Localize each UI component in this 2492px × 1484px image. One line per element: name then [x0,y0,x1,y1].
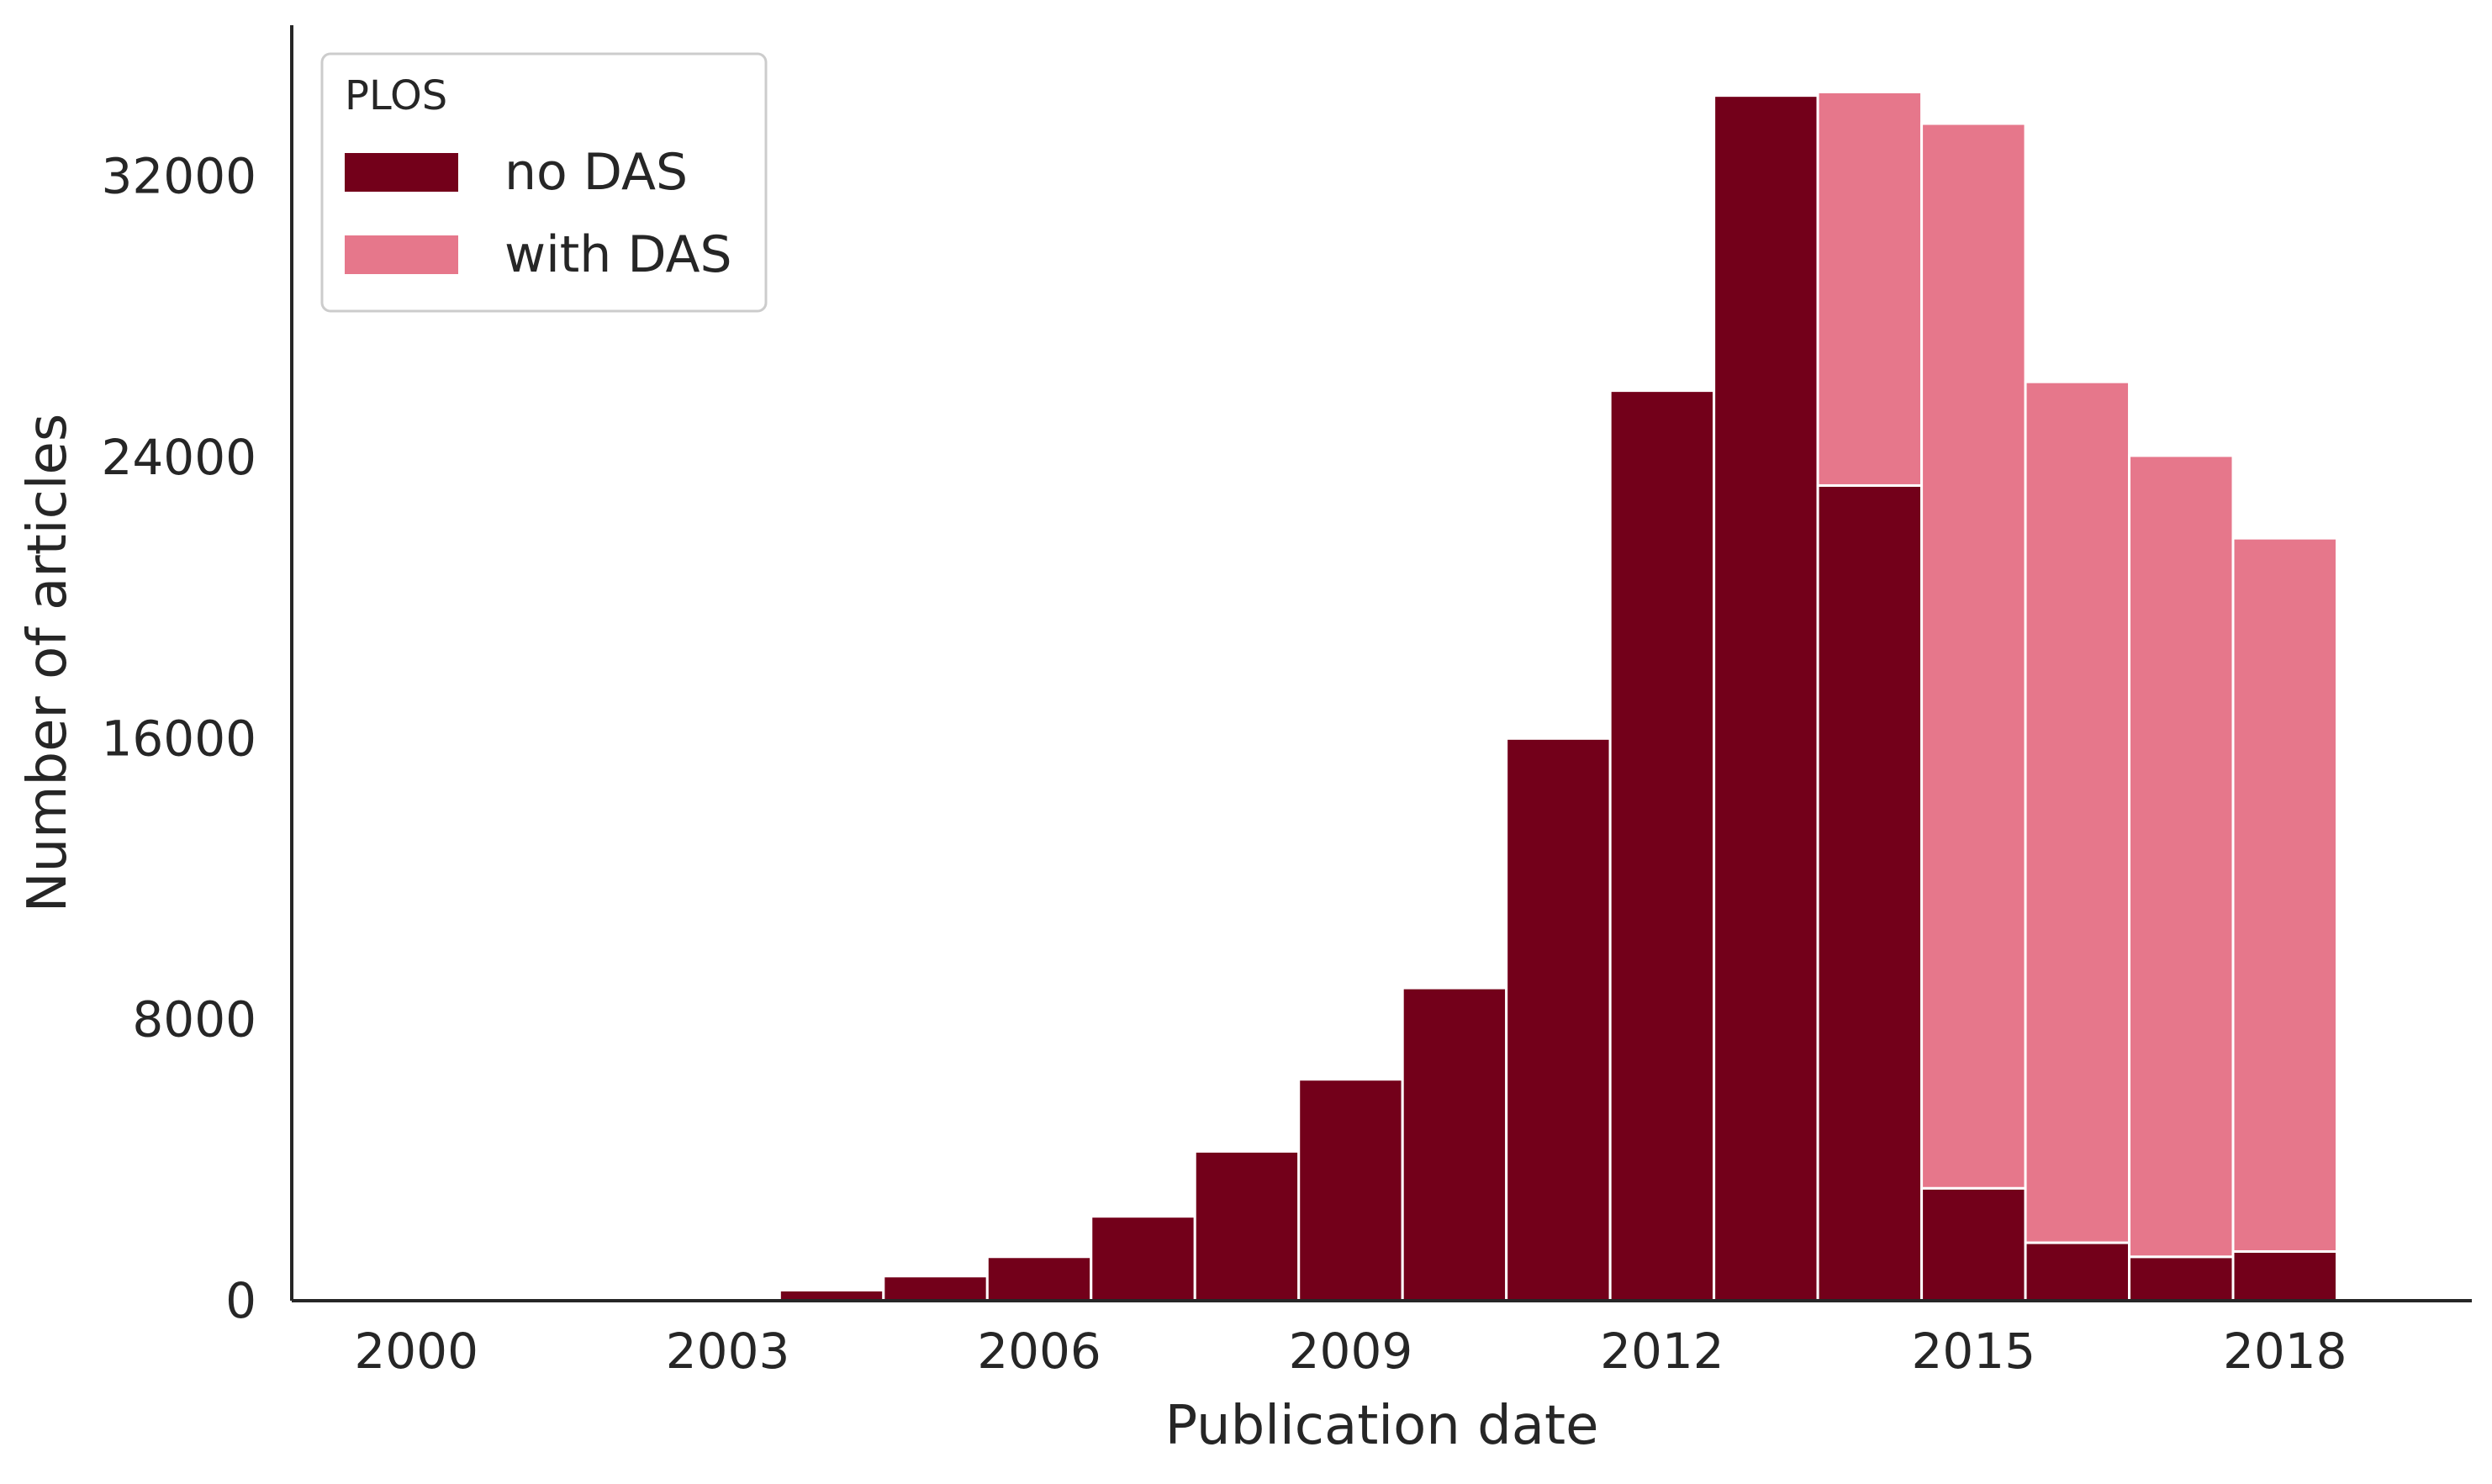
bar-with-das-2013 [1713,92,1819,98]
bar-no-das-2008 [1193,1149,1301,1302]
legend-swatch-with-das [345,235,458,274]
bar-no-das-2007 [1090,1215,1196,1302]
bar-with-das-2014 [1816,90,1924,487]
legend-label-no-das: no DAS [504,143,688,202]
legend-title: PLOS [345,72,447,119]
bar-no-das-2015 [1920,1186,2027,1302]
bar-no-das-2011 [1505,737,1612,1302]
legend-swatch-no-das [345,153,458,192]
bar-no-das-2009 [1297,1078,1404,1302]
bar-no-das-2016 [2024,1241,2131,1302]
bar-no-das-2005 [882,1275,989,1302]
x-tick-label: 2006 [977,1323,1101,1380]
bar-with-das-2016 [2024,380,2131,1244]
bar-no-das-2014 [1816,483,1924,1302]
y-tick-label: 24000 [101,429,256,486]
bar-with-das-2017 [2128,454,2235,1259]
y-tick-label: 16000 [101,710,256,767]
bar-no-das-2017 [2128,1255,2235,1302]
bar-no-das-2013 [1713,94,1819,1302]
bar-with-das-2018 [2231,536,2338,1253]
legend: PLOS no DAS with DAS [320,52,768,313]
bar-no-das-2010 [1401,986,1508,1302]
y-tick-label: 0 [225,1272,256,1329]
x-tick-label: 2015 [1912,1323,2036,1380]
y-tick-label: 8000 [132,991,256,1048]
legend-label-with-das: with DAS [504,225,732,284]
bar-no-das-2018 [2231,1249,2338,1302]
x-tick-label: 2018 [2223,1323,2347,1380]
x-tick-label: 2003 [666,1323,790,1380]
bar-no-das-2006 [985,1255,1093,1302]
bars-group [778,90,2338,1302]
x-tick-label: 2009 [1289,1323,1413,1380]
y-tick-label: 32000 [101,148,256,205]
x-axis-label: Publication date [1165,1395,1599,1457]
x-axis-ticks: 2000 2003 2006 2009 2012 2015 2018 [354,1323,2347,1380]
bar-no-das-2012 [1608,389,1716,1302]
y-axis-ticks: 0 8000 16000 24000 32000 [101,148,256,1329]
bar-with-das-2015 [1920,122,2027,1190]
x-tick-label: 2012 [1600,1323,1724,1380]
y-axis-label: Number of articles [17,414,79,913]
x-tick-label: 2000 [354,1323,478,1380]
